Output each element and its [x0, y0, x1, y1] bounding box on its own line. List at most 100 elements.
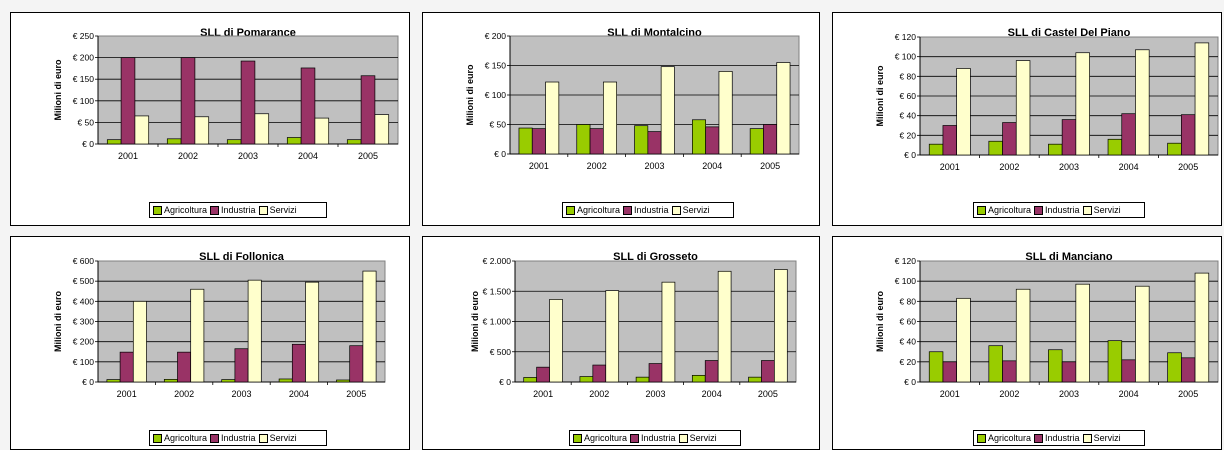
bar-agricoltura — [518, 127, 533, 155]
bar-industria — [120, 57, 136, 145]
x-tick-label: 2005 — [760, 161, 780, 171]
legend-swatch — [153, 205, 162, 215]
x-tick-label: 2001 — [940, 162, 960, 172]
legend-item-industria: Industria — [210, 205, 256, 215]
bar-agricoltura — [988, 345, 1003, 383]
bar-agricoltura — [1167, 142, 1182, 156]
bar-agricoltura — [579, 376, 594, 383]
x-tick-label: 2003 — [644, 161, 664, 171]
y-tick-label: € 1.500 — [483, 286, 512, 296]
bar-agricoltura — [1048, 143, 1063, 156]
bar-agricoltura — [336, 379, 351, 383]
chart-svg: SLL di Grosseto Milioni di euro € 0 € 500 € … — [470, 251, 797, 399]
bar-industria — [704, 360, 719, 383]
bar-agricoltura — [221, 379, 236, 383]
bar-industria — [240, 60, 256, 145]
chart-title: SLL di Manciano — [1025, 251, 1112, 263]
chart-title: SLL di Follonica — [199, 251, 285, 263]
legend-label: Agricoltura — [164, 205, 208, 215]
legend-swatch — [210, 433, 220, 443]
legend-item-servizi: Servizi — [258, 205, 297, 215]
bar-servizi — [1015, 288, 1031, 383]
bar-servizi — [1075, 283, 1090, 383]
bar-industria — [180, 57, 196, 145]
legend-item-agricoltura: Agricoltura — [977, 205, 1031, 215]
y-tick-label: € 0 — [904, 377, 916, 387]
bar-agricoltura — [1167, 352, 1182, 383]
x-tick-label: 2005 — [358, 151, 378, 161]
bar-agricoltura — [286, 137, 302, 145]
legend-item-servizi: Servizi — [1082, 433, 1121, 443]
y-axis-label: Milioni di euro — [465, 64, 475, 125]
bar-agricoltura — [634, 125, 649, 155]
legend-swatch — [977, 205, 986, 215]
legend-item-servizi: Servizi — [1082, 205, 1121, 215]
legend-item-servizi: Servizi — [678, 433, 717, 443]
legend-item-agricoltura: Agricoltura — [153, 205, 207, 215]
x-tick-label: 2005 — [1178, 162, 1198, 172]
bar-industria — [349, 345, 364, 383]
chart-panel: SLL di Follonica Milioni di euro € 0 € 100 €… — [10, 236, 410, 450]
legend-item-servizi: Servizi — [671, 205, 710, 215]
legend-label: Servizi — [1093, 433, 1121, 443]
bar-servizi — [718, 71, 733, 155]
legend-item-industria: Industria — [1034, 433, 1080, 443]
legend-swatch — [977, 433, 986, 443]
bar-industria — [942, 361, 958, 383]
bar-agricoltura — [106, 379, 121, 383]
y-tick-label: € 150 — [73, 74, 95, 84]
y-axis-label: Milioni di euro — [53, 291, 63, 352]
y-tick-label: € 20 — [899, 130, 916, 140]
bar-agricoltura — [1107, 340, 1123, 383]
bar-servizi — [314, 117, 330, 145]
y-tick-label: € 100 — [73, 357, 95, 367]
bar-industria — [1002, 122, 1017, 156]
x-tick-label: 2004 — [702, 161, 722, 171]
bar-servizi — [1075, 52, 1090, 156]
bar-agricoltura — [691, 374, 706, 383]
y-tick-label: € 120 — [895, 256, 917, 266]
chart-panel: SLL di Castel Del Piano Milioni di euro € … — [832, 12, 1222, 226]
legend-label: Servizi — [269, 205, 297, 215]
chart-svg: SLL di Follonica Milioni di euro € 0 € 100 €… — [53, 251, 386, 399]
bar-servizi — [776, 62, 791, 155]
bar-industria — [1121, 113, 1136, 156]
legend-label: Industria — [634, 205, 669, 215]
legend-label: Servizi — [689, 433, 717, 443]
bar-servizi — [717, 270, 732, 383]
legend: Agricoltura Industria Servizi — [149, 430, 327, 446]
x-tick-label: 2001 — [529, 161, 549, 171]
x-tick-label: 2004 — [1119, 389, 1139, 399]
y-tick-label: € 200 — [73, 53, 95, 63]
legend-label: Industria — [221, 433, 256, 443]
y-tick-label: € 0 — [494, 149, 506, 159]
y-tick-label: € 100 — [895, 276, 917, 286]
y-tick-label: € 50 — [77, 117, 94, 127]
legend: Agricoltura Industria Servizi — [562, 202, 734, 218]
bar-industria — [1061, 361, 1077, 383]
bar-industria — [763, 124, 778, 155]
y-tick-label: € 600 — [73, 256, 95, 266]
y-tick-label: € 1.000 — [483, 317, 512, 327]
bar-servizi — [605, 290, 620, 383]
bar-servizi — [1194, 42, 1210, 156]
bar-servizi — [1194, 272, 1210, 383]
legend-item-agricoltura: Agricoltura — [573, 433, 627, 443]
chart-title: SLL di Castel Del Piano — [1008, 27, 1131, 39]
x-tick-label: 2002 — [178, 151, 198, 161]
x-tick-label: 2003 — [645, 389, 665, 399]
bar-servizi — [194, 116, 210, 145]
y-axis-label: Milioni di euro — [875, 65, 885, 126]
chart-panel: SLL di Pomarance Milioni di euro € 0 € 50 € … — [10, 12, 410, 226]
chart-panel: SLL di Montalcino Milioni di euro € 0 € 50 €… — [422, 12, 820, 226]
bar-industria — [234, 348, 249, 383]
x-tick-label: 2002 — [587, 161, 607, 171]
legend-swatch — [210, 205, 220, 215]
legend-label: Industria — [641, 433, 676, 443]
x-tick-label: 2003 — [238, 151, 258, 161]
x-tick-label: 2002 — [999, 389, 1019, 399]
legend-item-agricoltura: Agricoltura — [977, 433, 1031, 443]
y-tick-label: € 300 — [73, 317, 95, 327]
bar-agricoltura — [226, 139, 242, 145]
y-tick-label: € 60 — [899, 317, 916, 327]
